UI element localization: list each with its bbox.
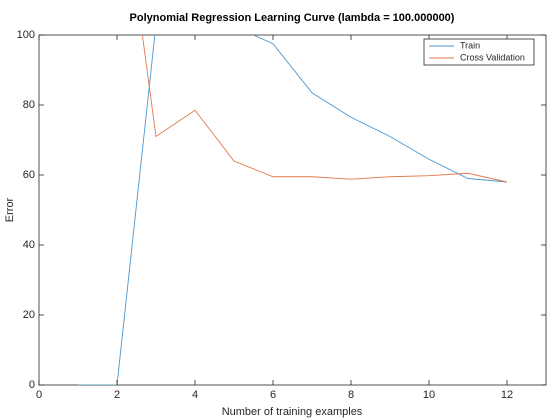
x-tick-label: 12	[501, 389, 513, 401]
y-tick-label: 60	[23, 169, 35, 181]
x-axis-label: Number of training examples	[222, 406, 363, 418]
y-axis-label: Error	[4, 197, 16, 222]
series-line	[141, 35, 508, 183]
plot-area	[38, 34, 547, 386]
y-tick-label: 0	[29, 379, 35, 391]
y-tick-label: 20	[23, 309, 35, 321]
y-tick-label: 100	[17, 29, 35, 41]
x-tick-label: 8	[348, 389, 354, 401]
x-tick-label: 2	[114, 389, 120, 401]
y-tick-label: 80	[23, 99, 35, 111]
series-line	[78, 35, 508, 385]
x-tick-label: 4	[192, 389, 198, 401]
x-tick-label: 6	[270, 389, 276, 401]
x-tick-label: 0	[36, 389, 42, 401]
legend-label: Train	[460, 40, 480, 50]
legend-label: Cross Validation	[460, 52, 525, 62]
x-tick-label: 10	[423, 389, 435, 401]
legend-box	[423, 38, 535, 66]
lines	[78, 35, 508, 385]
y-tick-label: 40	[23, 239, 35, 251]
chart-title: Polynomial Regression Learning Curve (la…	[130, 12, 455, 24]
